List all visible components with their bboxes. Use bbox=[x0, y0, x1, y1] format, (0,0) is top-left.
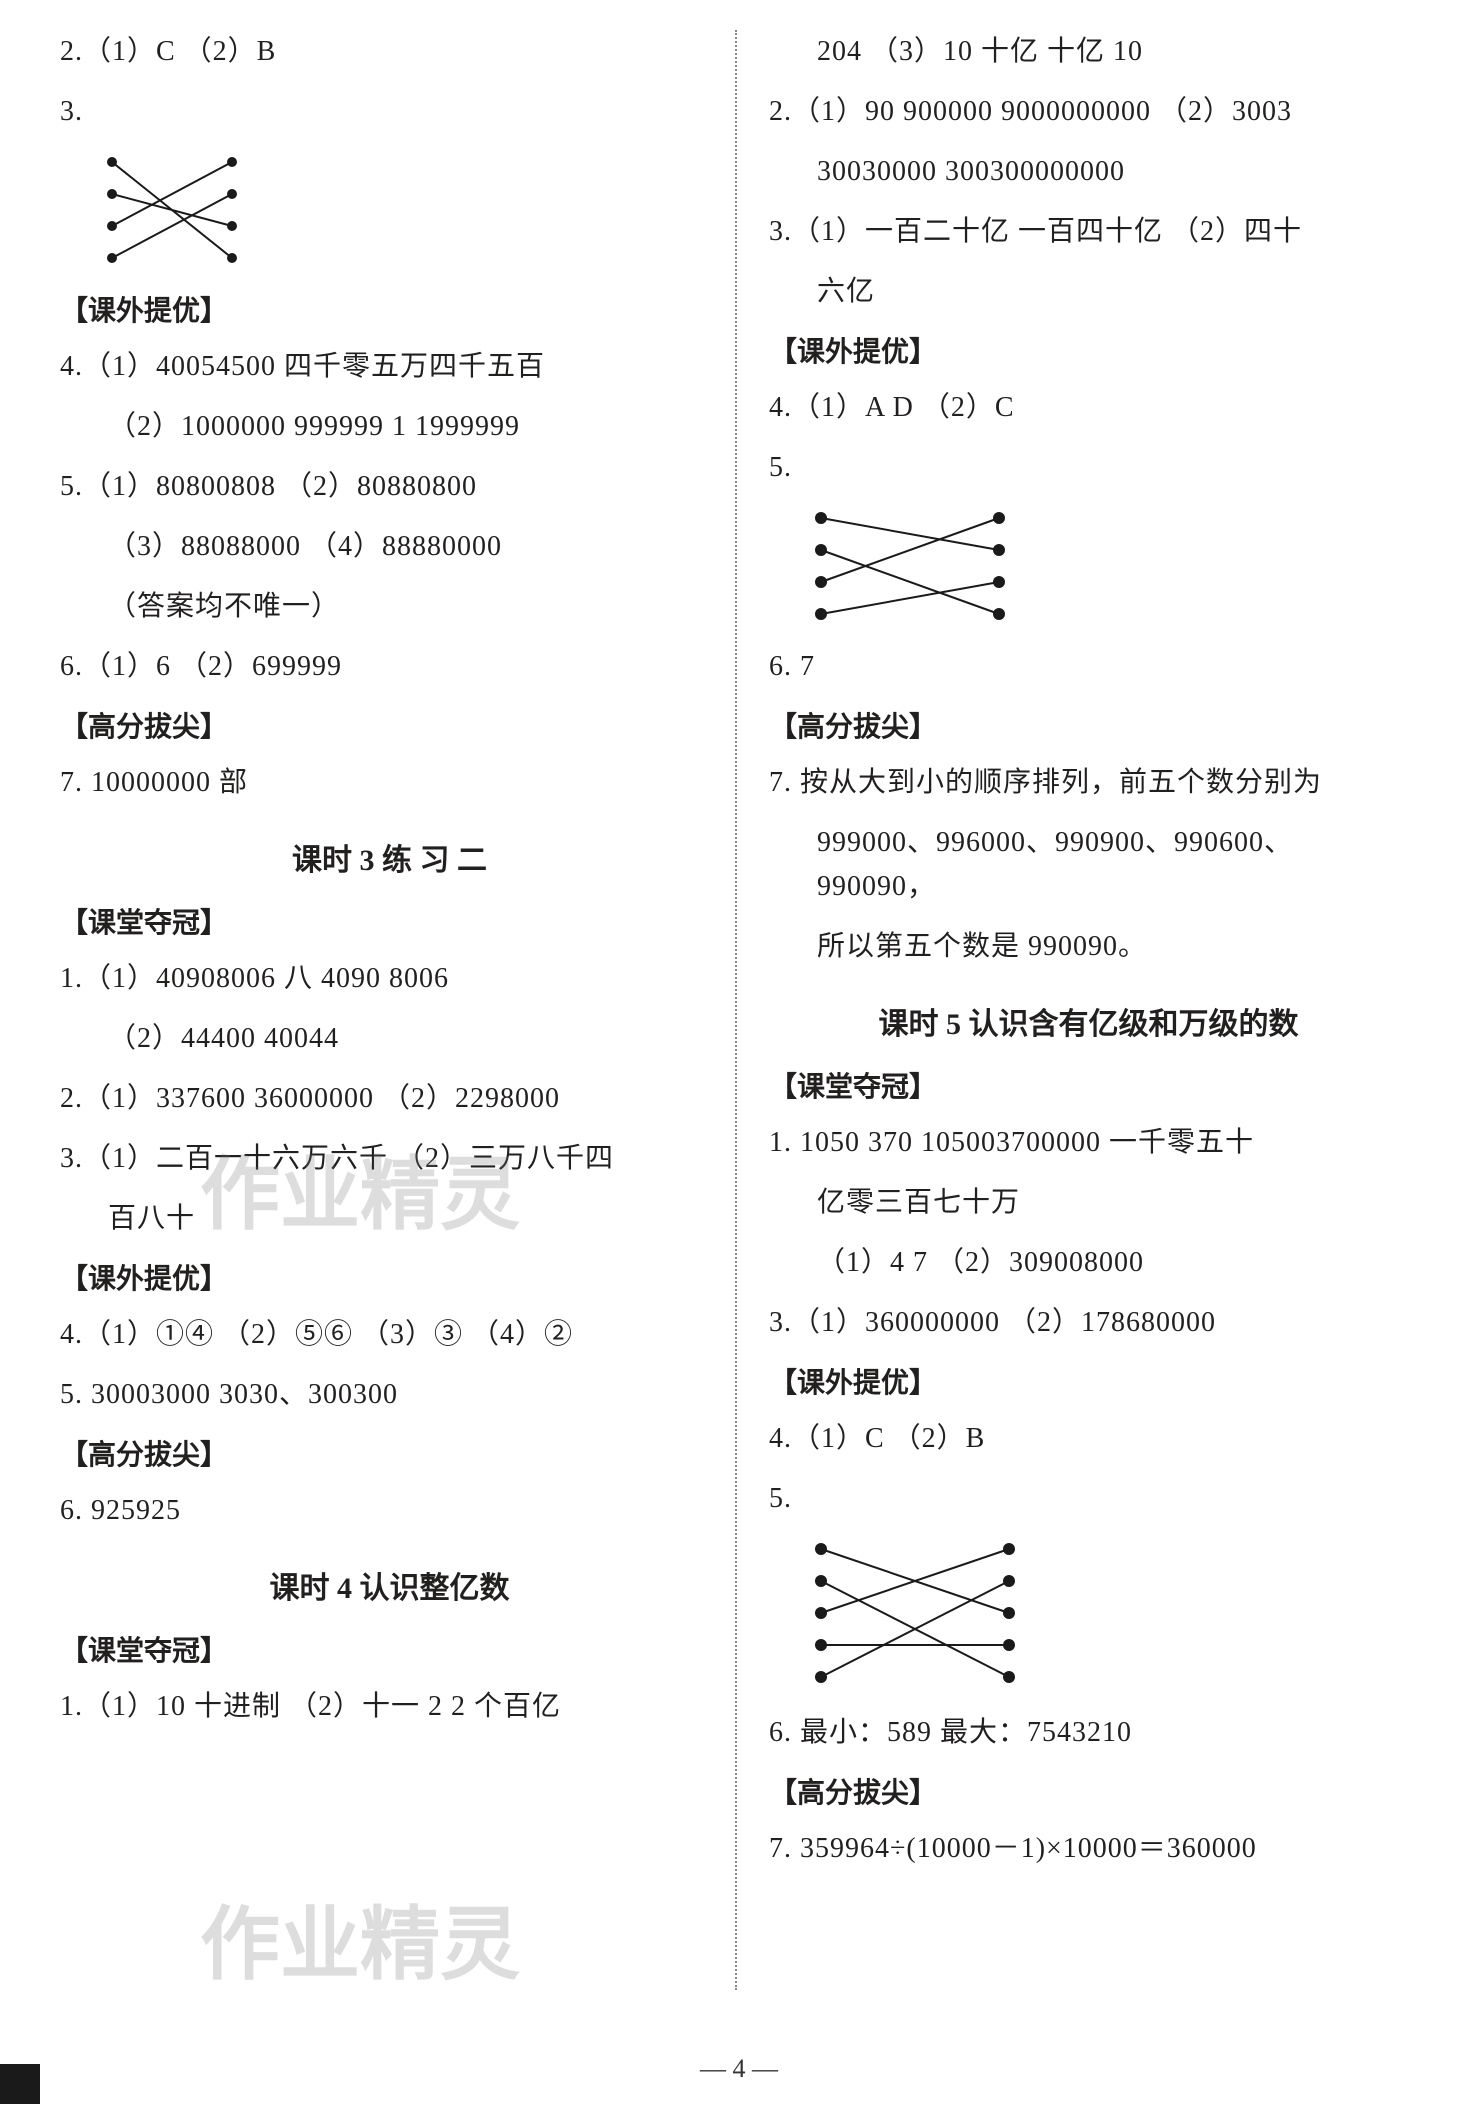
answer-line: 7. 359964÷(10000－1)×10000＝360000 bbox=[769, 1827, 1408, 1871]
answer-line: 所以第五个数是 990090。 bbox=[769, 925, 1408, 969]
answer-line: 2.（1）90 900000 9000000000 （2）3003 bbox=[769, 90, 1408, 134]
column-divider bbox=[735, 30, 737, 1990]
answer-line: 1.（1）40908006 八 4090 8006 bbox=[60, 957, 719, 1001]
lesson-title: 课时 3 练 习 二 bbox=[60, 835, 719, 879]
matching-diagram-1 bbox=[100, 150, 719, 275]
diagram-svg bbox=[809, 506, 1019, 626]
answer-line: 2.（1）337600 36000000 （2）2298000 bbox=[60, 1077, 719, 1121]
lesson-title: 课时 5 认识含有亿级和万级的数 bbox=[769, 999, 1408, 1043]
left-column: 2.（1）C （2）B 3. 【课外提优】 4.（1）40054500 四千零五… bbox=[60, 30, 744, 1990]
matching-diagram-2 bbox=[809, 506, 1408, 631]
answer-line: 3.（1）二百一十六万六千 （2）三万八千四 bbox=[60, 1137, 719, 1181]
answer-line: 6. 925925 bbox=[60, 1489, 719, 1533]
answer-line: 204 （3）10 十亿 十亿 10 bbox=[769, 30, 1408, 74]
answer-line: 30030000 300300000000 bbox=[769, 150, 1408, 194]
diagram-svg bbox=[100, 150, 250, 270]
answer-line: 6.（1）6 （2）699999 bbox=[60, 645, 719, 689]
page-number: — 4 — bbox=[0, 2054, 1478, 2084]
answer-line: 亿零三百七十万 bbox=[769, 1181, 1408, 1225]
answer-line: 百八十 bbox=[60, 1197, 719, 1241]
answer-line: 4.（1）A D （2）C bbox=[769, 386, 1408, 430]
section-heading: 【课外提优】 bbox=[769, 1361, 1408, 1401]
answer-line: （3）88088000 （4）88880000 bbox=[60, 525, 719, 569]
lesson-title: 课时 4 认识整亿数 bbox=[60, 1563, 719, 1607]
answer-line: 7. 10000000 部 bbox=[60, 761, 719, 805]
section-heading: 【课外提优】 bbox=[769, 330, 1408, 370]
answer-line: 3. bbox=[60, 90, 719, 134]
answer-line: 7. 按从大到小的顺序排列，前五个数分别为 bbox=[769, 761, 1408, 805]
section-heading: 【课堂夺冠】 bbox=[769, 1065, 1408, 1105]
answer-line: 4.（1）C （2）B bbox=[769, 1417, 1408, 1461]
page-content: 2.（1）C （2）B 3. 【课外提优】 4.（1）40054500 四千零五… bbox=[0, 0, 1478, 2010]
answer-line: （1）4 7 （2）309008000 bbox=[769, 1241, 1408, 1285]
answer-line: 6. 最小：589 最大：7543210 bbox=[769, 1711, 1408, 1755]
section-heading: 【高分拔尖】 bbox=[769, 705, 1408, 745]
answer-line: 5. 30003000 3030、300300 bbox=[60, 1373, 719, 1417]
corner-mark bbox=[0, 2064, 40, 2104]
answer-line: 5.（1）80800808 （2）80880800 bbox=[60, 465, 719, 509]
right-column: 204 （3）10 十亿 十亿 10 2.（1）90 900000 900000… bbox=[744, 30, 1428, 1990]
answer-line: 4.（1）①④ （2）⑤⑥ （3）③ （4）② bbox=[60, 1313, 719, 1357]
section-heading: 【课堂夺冠】 bbox=[60, 1629, 719, 1669]
answer-line: 六亿 bbox=[769, 270, 1408, 314]
answer-line: 1. 1050 370 105003700000 一千零五十 bbox=[769, 1121, 1408, 1165]
section-heading: 【课外提优】 bbox=[60, 1257, 719, 1297]
answer-line: 4.（1）40054500 四千零五万四千五百 bbox=[60, 345, 719, 389]
section-heading: 【课堂夺冠】 bbox=[60, 901, 719, 941]
section-heading: 【高分拔尖】 bbox=[60, 705, 719, 745]
answer-line: 5. bbox=[769, 446, 1408, 490]
section-heading: 【课外提优】 bbox=[60, 289, 719, 329]
answer-line: 2.（1）C （2）B bbox=[60, 30, 719, 74]
section-heading: 【高分拔尖】 bbox=[60, 1433, 719, 1473]
answer-line: 5. bbox=[769, 1477, 1408, 1521]
answer-line: （答案均不唯一） bbox=[60, 585, 719, 629]
answer-line: 3.（1）一百二十亿 一百四十亿 （2）四十 bbox=[769, 210, 1408, 254]
answer-line: 1.（1）10 十进制 （2）十一 2 2 个百亿 bbox=[60, 1685, 719, 1729]
section-heading: 【高分拔尖】 bbox=[769, 1771, 1408, 1811]
answer-line: 999000、996000、990900、990600、990090， bbox=[769, 821, 1408, 909]
diagram-svg bbox=[809, 1537, 1029, 1692]
matching-diagram-3 bbox=[809, 1537, 1408, 1697]
answer-line: 3.（1）360000000 （2）178680000 bbox=[769, 1301, 1408, 1345]
answer-line: （2）44400 40044 bbox=[60, 1017, 719, 1061]
answer-line: （2）1000000 999999 1 1999999 bbox=[60, 405, 719, 449]
answer-line: 6. 7 bbox=[769, 645, 1408, 689]
